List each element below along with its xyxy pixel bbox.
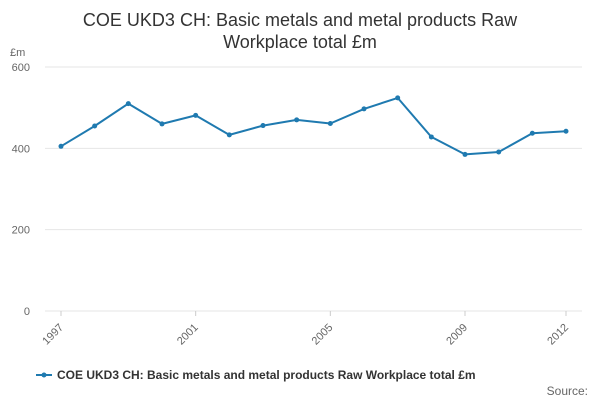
x-tick-label-2012: 2012 [545,322,571,348]
x-tick-label-1997: 1997 [40,322,66,348]
data-point-1998 [92,123,98,129]
data-point-2003 [260,123,266,129]
data-point-2012 [563,128,569,134]
chart-title-line-1: COE UKD3 CH: Basic metals and metal prod… [83,10,518,30]
data-point-2002 [226,132,232,138]
y-tick-label-400: 400 [12,143,30,155]
x-tick-label-2009: 2009 [444,322,470,348]
data-point-2004 [294,117,300,123]
gridlines [45,66,582,312]
source-label: Source: [547,384,588,398]
data-point-2005 [327,121,333,127]
y-axis-ticks: 0 200 400 600 [12,62,30,318]
data-point-2008 [428,134,434,140]
y-tick-label-0: 0 [24,306,30,318]
data-point-2007 [395,95,401,101]
series-layer [58,95,569,157]
chart-title-line-2: Workplace total £m [223,32,377,52]
legend-series-label: COE UKD3 CH: Basic metals and metal prod… [57,368,476,382]
legend[interactable]: COE UKD3 CH: Basic metals and metal prod… [36,368,476,382]
x-axis-ticks: 1997 2001 2005 2009 2012 [40,311,571,347]
data-point-2011 [529,130,535,136]
data-point-2001 [193,112,199,118]
data-point-2010 [496,149,502,155]
x-tick-label-2001: 2001 [175,322,201,348]
x-tick-label-2005: 2005 [310,322,336,348]
y-tick-label-600: 600 [12,62,30,74]
data-point-1999 [125,101,131,107]
data-point-1997 [58,143,64,149]
series-line-0 [60,96,567,156]
y-axis-unit-label: £m [10,47,25,59]
data-point-2000 [159,121,165,127]
legend-marker-swatch [41,372,47,378]
y-tick-label-200: 200 [12,225,30,237]
data-point-2009 [462,151,468,157]
data-point-2006 [361,106,367,112]
